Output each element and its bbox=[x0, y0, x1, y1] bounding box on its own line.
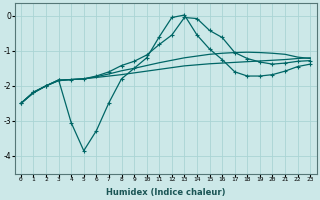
X-axis label: Humidex (Indice chaleur): Humidex (Indice chaleur) bbox=[106, 188, 225, 197]
